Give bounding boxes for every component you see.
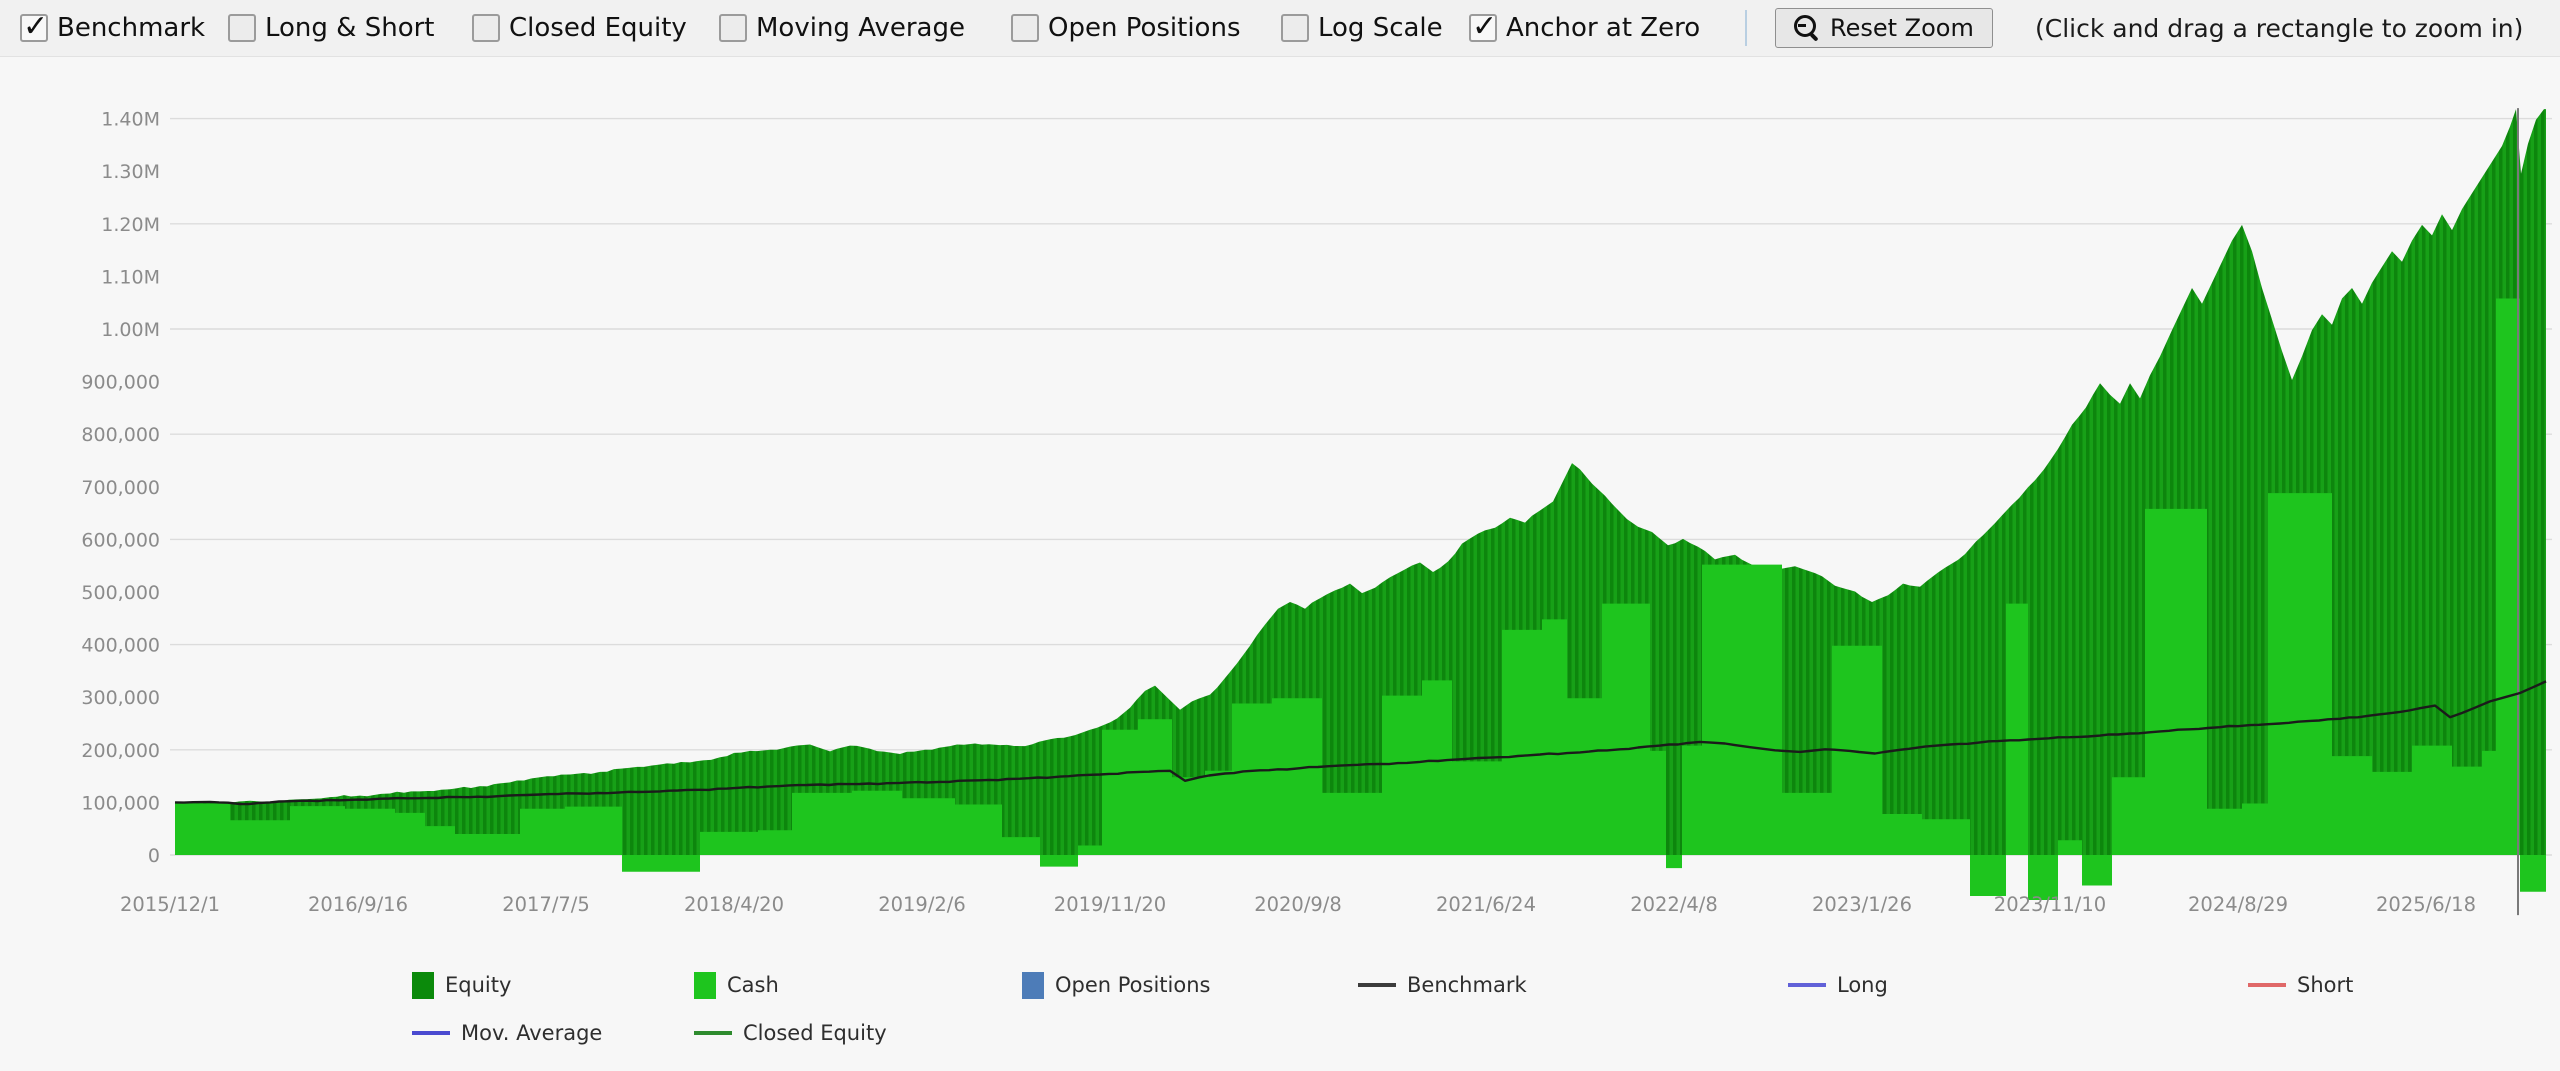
svg-text:700,000: 700,000	[81, 477, 160, 499]
svg-text:900,000: 900,000	[81, 372, 160, 394]
checkbox-moving-average[interactable]: Moving Average	[719, 0, 965, 56]
axis-labels: 0 100,000 200,000 300,000 400,000 500,000 600,…	[81, 109, 2476, 916]
svg-text:2019/2/6: 2019/2/6	[878, 893, 966, 916]
legend-label: Equity	[445, 973, 512, 997]
zoom-hint-text: (Click and drag a rectangle to zoom in)	[2035, 13, 2524, 43]
legend-label: Benchmark	[1407, 973, 1527, 997]
toolbar-separator	[1745, 10, 1747, 46]
svg-text:2024/8/29: 2024/8/29	[2188, 893, 2288, 916]
chart-series	[174, 108, 2547, 916]
svg-text:1.40M: 1.40M	[101, 109, 160, 131]
svg-text:2022/4/8: 2022/4/8	[1630, 893, 1718, 916]
reset-zoom-button[interactable]: Reset Zoom	[1775, 8, 1993, 48]
checkbox-label: Open Positions	[1048, 13, 1241, 43]
legend-line-icon	[1358, 983, 1396, 987]
legend-line-icon	[694, 1031, 732, 1035]
svg-text:2019/11/20: 2019/11/20	[1054, 893, 1166, 916]
reset-zoom-label: Reset Zoom	[1830, 14, 1974, 42]
legend-item-benchmark: Benchmark	[1358, 970, 1527, 1000]
zoom-out-icon	[1794, 15, 1820, 42]
svg-text:2015/12/1: 2015/12/1	[120, 893, 220, 916]
checkbox-open-positions[interactable]: Open Positions	[1011, 0, 1241, 56]
checkbox-unchecked-icon[interactable]	[472, 14, 500, 42]
legend-label: Short	[2297, 973, 2354, 997]
checkbox-label: Benchmark	[57, 13, 206, 43]
svg-text:1.30M: 1.30M	[101, 161, 160, 183]
checkbox-checked-icon[interactable]	[1469, 9, 1497, 44]
chart-legend: Equity Cash Open Positions Benchmark Long Sho…	[0, 0, 2560, 1045]
legend-line-icon	[2248, 983, 2286, 987]
svg-text:2021/6/24: 2021/6/24	[1436, 893, 1536, 916]
checkbox-label: Closed Equity	[509, 13, 687, 43]
svg-text:800,000: 800,000	[81, 424, 160, 446]
legend-swatch-icon	[1022, 971, 1044, 999]
legend-label: Open Positions	[1055, 973, 1211, 997]
svg-text:0: 0	[148, 845, 160, 867]
checkbox-anchor-at-zero[interactable]: Anchor at Zero	[1469, 0, 1700, 56]
legend-item-closed-equity: Closed Equity	[694, 1018, 887, 1048]
legend-swatch-icon	[694, 971, 716, 999]
legend-label: Cash	[727, 973, 779, 997]
svg-text:2020/9/8: 2020/9/8	[1254, 893, 1342, 916]
svg-text:200,000: 200,000	[81, 740, 160, 762]
svg-text:400,000: 400,000	[81, 635, 160, 657]
checkbox-label: Moving Average	[756, 13, 965, 43]
checkbox-unchecked-icon[interactable]	[1011, 14, 1039, 42]
checkbox-log-scale[interactable]: Log Scale	[1281, 0, 1443, 56]
legend-line-icon	[1788, 983, 1826, 987]
legend-item-equity: Equity	[412, 970, 511, 1000]
svg-text:2017/7/5: 2017/7/5	[502, 893, 590, 916]
svg-text:2018/4/20: 2018/4/20	[684, 893, 784, 916]
legend-label: Long	[1837, 973, 1888, 997]
legend-swatch-icon	[412, 971, 434, 999]
legend-item-long: Long	[1788, 970, 1888, 1000]
svg-text:500,000: 500,000	[81, 582, 160, 604]
legend-label: Mov. Average	[461, 1021, 603, 1045]
checkbox-unchecked-icon[interactable]	[1281, 14, 1309, 42]
svg-text:1.20M: 1.20M	[101, 214, 160, 236]
checkbox-label: Anchor at Zero	[1506, 13, 1701, 43]
svg-text:2023/11/10: 2023/11/10	[1994, 893, 2106, 916]
svg-text:1.10M: 1.10M	[101, 266, 160, 288]
checkbox-benchmark[interactable]: Benchmark	[20, 0, 205, 56]
checkbox-closed-equity[interactable]: Closed Equity	[472, 0, 687, 56]
svg-text:2023/1/26: 2023/1/26	[1812, 893, 1912, 916]
legend-item-cash: Cash	[694, 970, 779, 1000]
legend-item-open-positions: Open Positions	[1022, 970, 1210, 1000]
svg-text:100,000: 100,000	[81, 792, 160, 814]
checkbox-label: Log Scale	[1318, 13, 1443, 43]
svg-text:2025/6/18: 2025/6/18	[2376, 893, 2476, 916]
checkbox-label: Long & Short	[265, 13, 435, 43]
checkbox-long-short[interactable]: Long & Short	[228, 0, 435, 56]
legend-line-icon	[412, 1031, 450, 1035]
svg-text:2016/9/16: 2016/9/16	[308, 893, 408, 916]
legend-item-short: Short	[2248, 970, 2353, 1000]
checkbox-unchecked-icon[interactable]	[228, 14, 256, 42]
chart-toolbar: Benchmark Long & Short Closed Equity Moving…	[0, 0, 2560, 57]
checkbox-unchecked-icon[interactable]	[719, 14, 747, 42]
svg-text:300,000: 300,000	[81, 687, 160, 709]
svg-text:600,000: 600,000	[81, 529, 160, 551]
svg-text:1.00M: 1.00M	[101, 319, 160, 341]
legend-item-mov-average: Mov. Average	[412, 1018, 602, 1048]
legend-label: Closed Equity	[743, 1021, 887, 1045]
checkbox-checked-icon[interactable]	[20, 9, 48, 44]
